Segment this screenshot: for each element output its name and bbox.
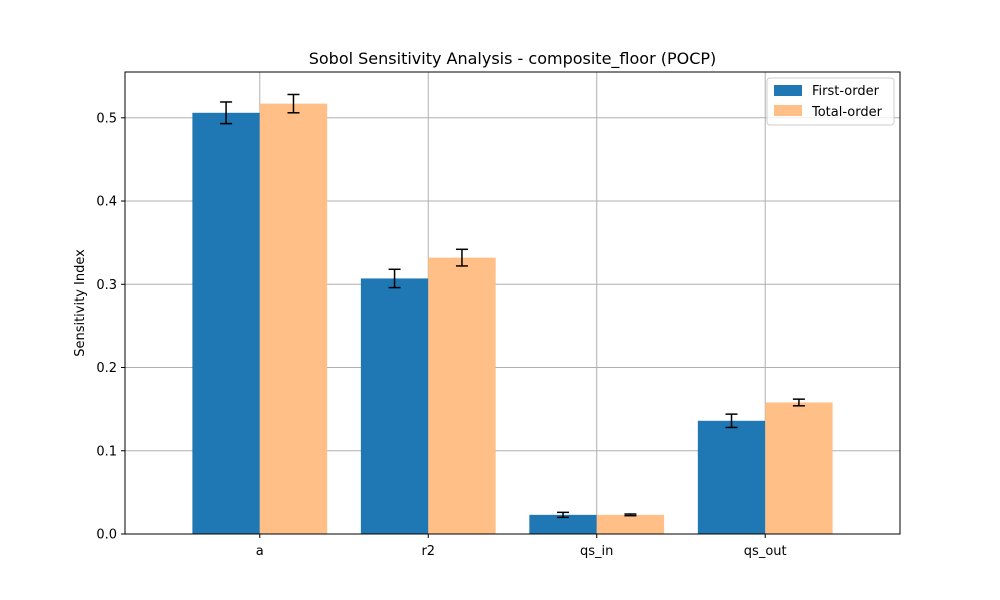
- error-bar-total-order-r2: [455, 248, 468, 267]
- legend: First-order Total-order: [766, 77, 895, 126]
- bars: [192, 103, 833, 535]
- axis-ticks: 0.0 0.1 0.2 0.3 0.4 0.5 a r2 qs_in qs_out: [96, 111, 786, 559]
- bar-first-order-a: [192, 112, 260, 535]
- bar-first-order-qs-in: [529, 514, 597, 534]
- x-tick-label: a: [256, 544, 264, 559]
- bar-first-order-qs-out: [697, 420, 766, 534]
- bar-total-order-a: [259, 103, 328, 534]
- error-bar-total-order-a: [287, 93, 300, 114]
- plot-frame: [124, 71, 901, 535]
- bar-total-order-qs-in: [596, 514, 665, 534]
- legend-label-first-order: First-order: [812, 84, 880, 99]
- x-tick-label: r2: [421, 544, 435, 559]
- bar-first-order-r2: [360, 278, 429, 534]
- x-tick-label: qs_out: [744, 544, 787, 559]
- x-tick-label: qs_in: [580, 544, 613, 559]
- error-bar-total-order-qs-out: [792, 398, 805, 407]
- y-tick-label: 0.3: [96, 278, 117, 293]
- error-bar-first-order-qs-out: [725, 413, 738, 429]
- error-bars: [220, 93, 805, 519]
- legend-swatch-total-order: [774, 105, 802, 116]
- bar-total-order-qs-out: [765, 402, 833, 534]
- y-tick-label: 0.4: [96, 195, 117, 210]
- error-bar-first-order-a: [220, 101, 233, 125]
- legend-swatch-first-order: [774, 85, 802, 96]
- y-tick-label: 0.0: [96, 528, 117, 543]
- y-tick-label: 0.1: [96, 444, 117, 459]
- bar-total-order-r2: [428, 257, 496, 534]
- legend-label-total-order: Total-order: [811, 105, 883, 120]
- error-bar-first-order-r2: [388, 268, 401, 289]
- chart-title: Sobol Sensitivity Analysis - composite_f…: [309, 49, 717, 69]
- y-tick-label: 0.5: [96, 111, 117, 126]
- error-bar-first-order-qs-in: [557, 511, 570, 519]
- y-axis-label: Sensitivity Index: [73, 249, 88, 357]
- error-bar-total-order-qs-in: [624, 513, 637, 517]
- y-tick-label: 0.2: [96, 361, 117, 376]
